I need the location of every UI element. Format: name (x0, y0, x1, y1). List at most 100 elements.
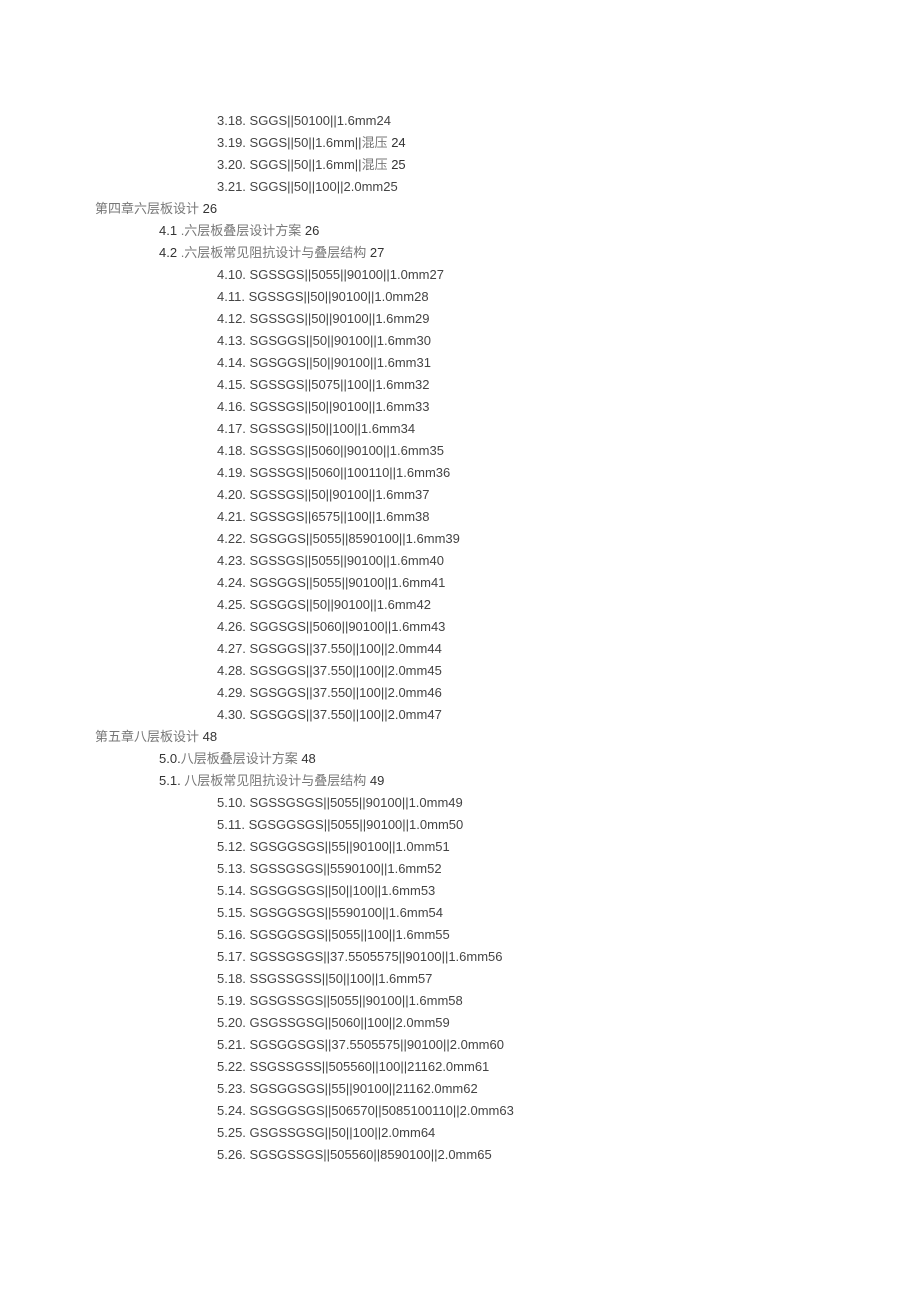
entry-text: SGSGGS||37.550||100||2.0mm46 (250, 685, 442, 700)
entry-text: SGSGGS||50||90100||1.6mm30 (250, 333, 431, 348)
entry-text: SGSGGSGS||55||90100||21162.0mm62 (250, 1081, 478, 1096)
toc-entry: 3.21. SGGS||50||100||2.0mm25 (217, 176, 825, 198)
entry-text: SGSGSSGS||5055||90100||1.6mm58 (250, 993, 463, 1008)
toc-entry: 5.13. SGSSGSGS||5590100||1.6mm52 (217, 858, 825, 880)
toc-entry: 5.22. SSGSSGSS||505560||100||21162.0mm61 (217, 1056, 825, 1078)
entry-text: SGSSGS||6575||100||1.6mm38 (250, 509, 430, 524)
section-3-remainder: 3.18. SGGS||50100||1.6mm243.19. SGGS||50… (95, 110, 825, 198)
entry-suffix: 25 (388, 157, 406, 172)
entry-number: 4.11. (217, 289, 245, 304)
entry-number: 4.24. (217, 575, 246, 590)
entry-text: SGSGSSGS||505560||8590100||2.0mm65 (250, 1147, 492, 1162)
toc-entry: 5.23. SGSGGSGS||55||90100||21162.0mm62 (217, 1078, 825, 1100)
toc-entry: 5.10. SGSSGSGS||5055||90100||1.0mm49 (217, 792, 825, 814)
entry-text: SGSSGS||5075||100||1.6mm32 (250, 377, 430, 392)
entry-text: .六层板常见阻抗设计与叠层结构 (177, 245, 366, 260)
entry-number: 4.27. (217, 641, 246, 656)
toc-entry: 4.21. SGSSGS||6575||100||1.6mm38 (217, 506, 825, 528)
chapter-4-heading: 第四章六层板设计 26 (95, 198, 825, 220)
entry-number: 5.21. (217, 1037, 246, 1052)
entry-number: 5.13. (217, 861, 246, 876)
entry-number: 4.10. (217, 267, 246, 282)
entry-number: 4.29. (217, 685, 246, 700)
entry-number: 4.30. (217, 707, 246, 722)
entry-text: SGSGGSGS||5055||100||1.6mm55 (250, 927, 450, 942)
entry-number: 4.13. (217, 333, 246, 348)
entry-number: 3.20. (217, 157, 246, 172)
page-number: 26 (199, 201, 217, 216)
toc-entry: 5.21. SGSGGSGS||37.5505575||90100||2.0mm… (217, 1034, 825, 1056)
toc-entry: 3.20. SGGS||50||1.6mm||混压 25 (217, 154, 825, 176)
entry-number: 5.20. (217, 1015, 246, 1030)
page-number: 48 (298, 751, 316, 766)
page-number: 48 (199, 729, 217, 744)
document-page: 3.18. SGGS||50100||1.6mm243.19. SGGS||50… (0, 0, 920, 1206)
toc-entry: 4.13. SGSGGS||50||90100||1.6mm30 (217, 330, 825, 352)
toc-entry: 5.14. SGSGGSGS||50||100||1.6mm53 (217, 880, 825, 902)
entry-text: SGSGGS||50||90100||1.6mm31 (250, 355, 431, 370)
entry-number: 4.15. (217, 377, 246, 392)
toc-entry: 4.20. SGSSGS||50||90100||1.6mm37 (217, 484, 825, 506)
entry-number: 5.23. (217, 1081, 246, 1096)
toc-entry: 5.12. SGSGGSGS||55||90100||1.0mm51 (217, 836, 825, 858)
toc-entry: 5.24. SGSGGSGS||506570||5085100110||2.0m… (217, 1100, 825, 1122)
entry-text: SGSGGS||5055||90100||1.6mm41 (250, 575, 446, 590)
toc-entry: 5.17. SGSSGSGS||37.5505575||90100||1.6mm… (217, 946, 825, 968)
entry-text: SGSGGS||37.550||100||2.0mm45 (250, 663, 442, 678)
entry-number: 5.22. (217, 1059, 246, 1074)
toc-entry: 4.22. SGSGGS||5055||8590100||1.6mm39 (217, 528, 825, 550)
entry-number: 5.26. (217, 1147, 246, 1162)
entry-number: 5.14. (217, 883, 246, 898)
entry-text: GSGSSGSG||5060||100||2.0mm59 (250, 1015, 450, 1030)
entry-number: 4.19. (217, 465, 246, 480)
entry-text: SGSGGSGS||5055||90100||1.0mm50 (249, 817, 464, 832)
entry-text: 八层板常见阻抗设计与叠层结构 (181, 773, 367, 788)
entry-number: 3.21. (217, 179, 246, 194)
entry-cn: 混压 (362, 135, 388, 150)
entry-text: SGGS||50||1.6mm|| (250, 135, 362, 150)
toc-entry: 5.26. SGSGSSGS||505560||8590100||2.0mm65 (217, 1144, 825, 1166)
entry-text: SGSSGS||5055||90100||1.0mm27 (250, 267, 444, 282)
toc-entry: 5.15. SGSGGSGS||5590100||1.6mm54 (217, 902, 825, 924)
entry-number: 4.23. (217, 553, 246, 568)
entry-number: 5.1. (159, 773, 181, 788)
entry-text: SGSGGSGS||50||100||1.6mm53 (250, 883, 436, 898)
entry-text: SGSSGS||5060||100110||1.6mm36 (250, 465, 451, 480)
entry-text: SGSSGSGS||5590100||1.6mm52 (250, 861, 442, 876)
entry-number: 5.11. (217, 817, 245, 832)
toc-entry: 4.18. SGSSGS||5060||90100||1.6mm35 (217, 440, 825, 462)
chapter-title-text: 第四章六层板设计 (95, 201, 199, 216)
toc-entry: 5.19. SGSGSSGS||5055||90100||1.6mm58 (217, 990, 825, 1012)
toc-subsection: 5.1. 八层板常见阻抗设计与叠层结构 49 (159, 770, 825, 792)
entry-number: 4.21. (217, 509, 246, 524)
entry-number: 4.25. (217, 597, 246, 612)
toc-entry: 5.11. SGSGGSGS||5055||90100||1.0mm50 (217, 814, 825, 836)
chapter-title-text: 第五章八层板设计 (95, 729, 199, 744)
toc-entry: 4.26. SGGSGS||5060||90100||1.6mm43 (217, 616, 825, 638)
entry-text: SGSGGS||50||90100||1.6mm42 (250, 597, 431, 612)
toc-entry: 4.30. SGSGGS||37.550||100||2.0mm47 (217, 704, 825, 726)
entry-number: 5.12. (217, 839, 246, 854)
chapter-4-level3: 4.10. SGSSGS||5055||90100||1.0mm274.11. … (95, 264, 825, 726)
entry-text: SGSGGSGS||37.5505575||90100||2.0mm60 (250, 1037, 504, 1052)
toc-entry: 5.16. SGSGGSGS||5055||100||1.6mm55 (217, 924, 825, 946)
entry-number: 4.1 (159, 223, 177, 238)
entry-text: SGSSGSGS||37.5505575||90100||1.6mm56 (250, 949, 503, 964)
toc-entry: 3.19. SGGS||50||1.6mm||混压 24 (217, 132, 825, 154)
entry-number: 4.20. (217, 487, 246, 502)
toc-entry: 3.18. SGGS||50100||1.6mm24 (217, 110, 825, 132)
entry-number: 4.14. (217, 355, 246, 370)
toc-entry: 4.27. SGSGGS||37.550||100||2.0mm44 (217, 638, 825, 660)
entry-text: SGGS||50||1.6mm|| (250, 157, 362, 172)
entry-text: 八层板叠层设计方案 (181, 751, 298, 766)
entry-number: 5.25. (217, 1125, 246, 1140)
entry-text: SGSSGS||50||100||1.6mm34 (250, 421, 416, 436)
toc-entry: 4.15. SGSSGS||5075||100||1.6mm32 (217, 374, 825, 396)
entry-number: 4.22. (217, 531, 246, 546)
toc-entry: 5.20. GSGSSGSG||5060||100||2.0mm59 (217, 1012, 825, 1034)
toc-entry: 5.25. GSGSSGSG||50||100||2.0mm64 (217, 1122, 825, 1144)
entry-text: SGGS||50||100||2.0mm25 (250, 179, 398, 194)
toc-entry: 4.25. SGSGGS||50||90100||1.6mm42 (217, 594, 825, 616)
entry-number: 5.16. (217, 927, 246, 942)
toc-subsection: 5.0.八层板叠层设计方案 48 (159, 748, 825, 770)
